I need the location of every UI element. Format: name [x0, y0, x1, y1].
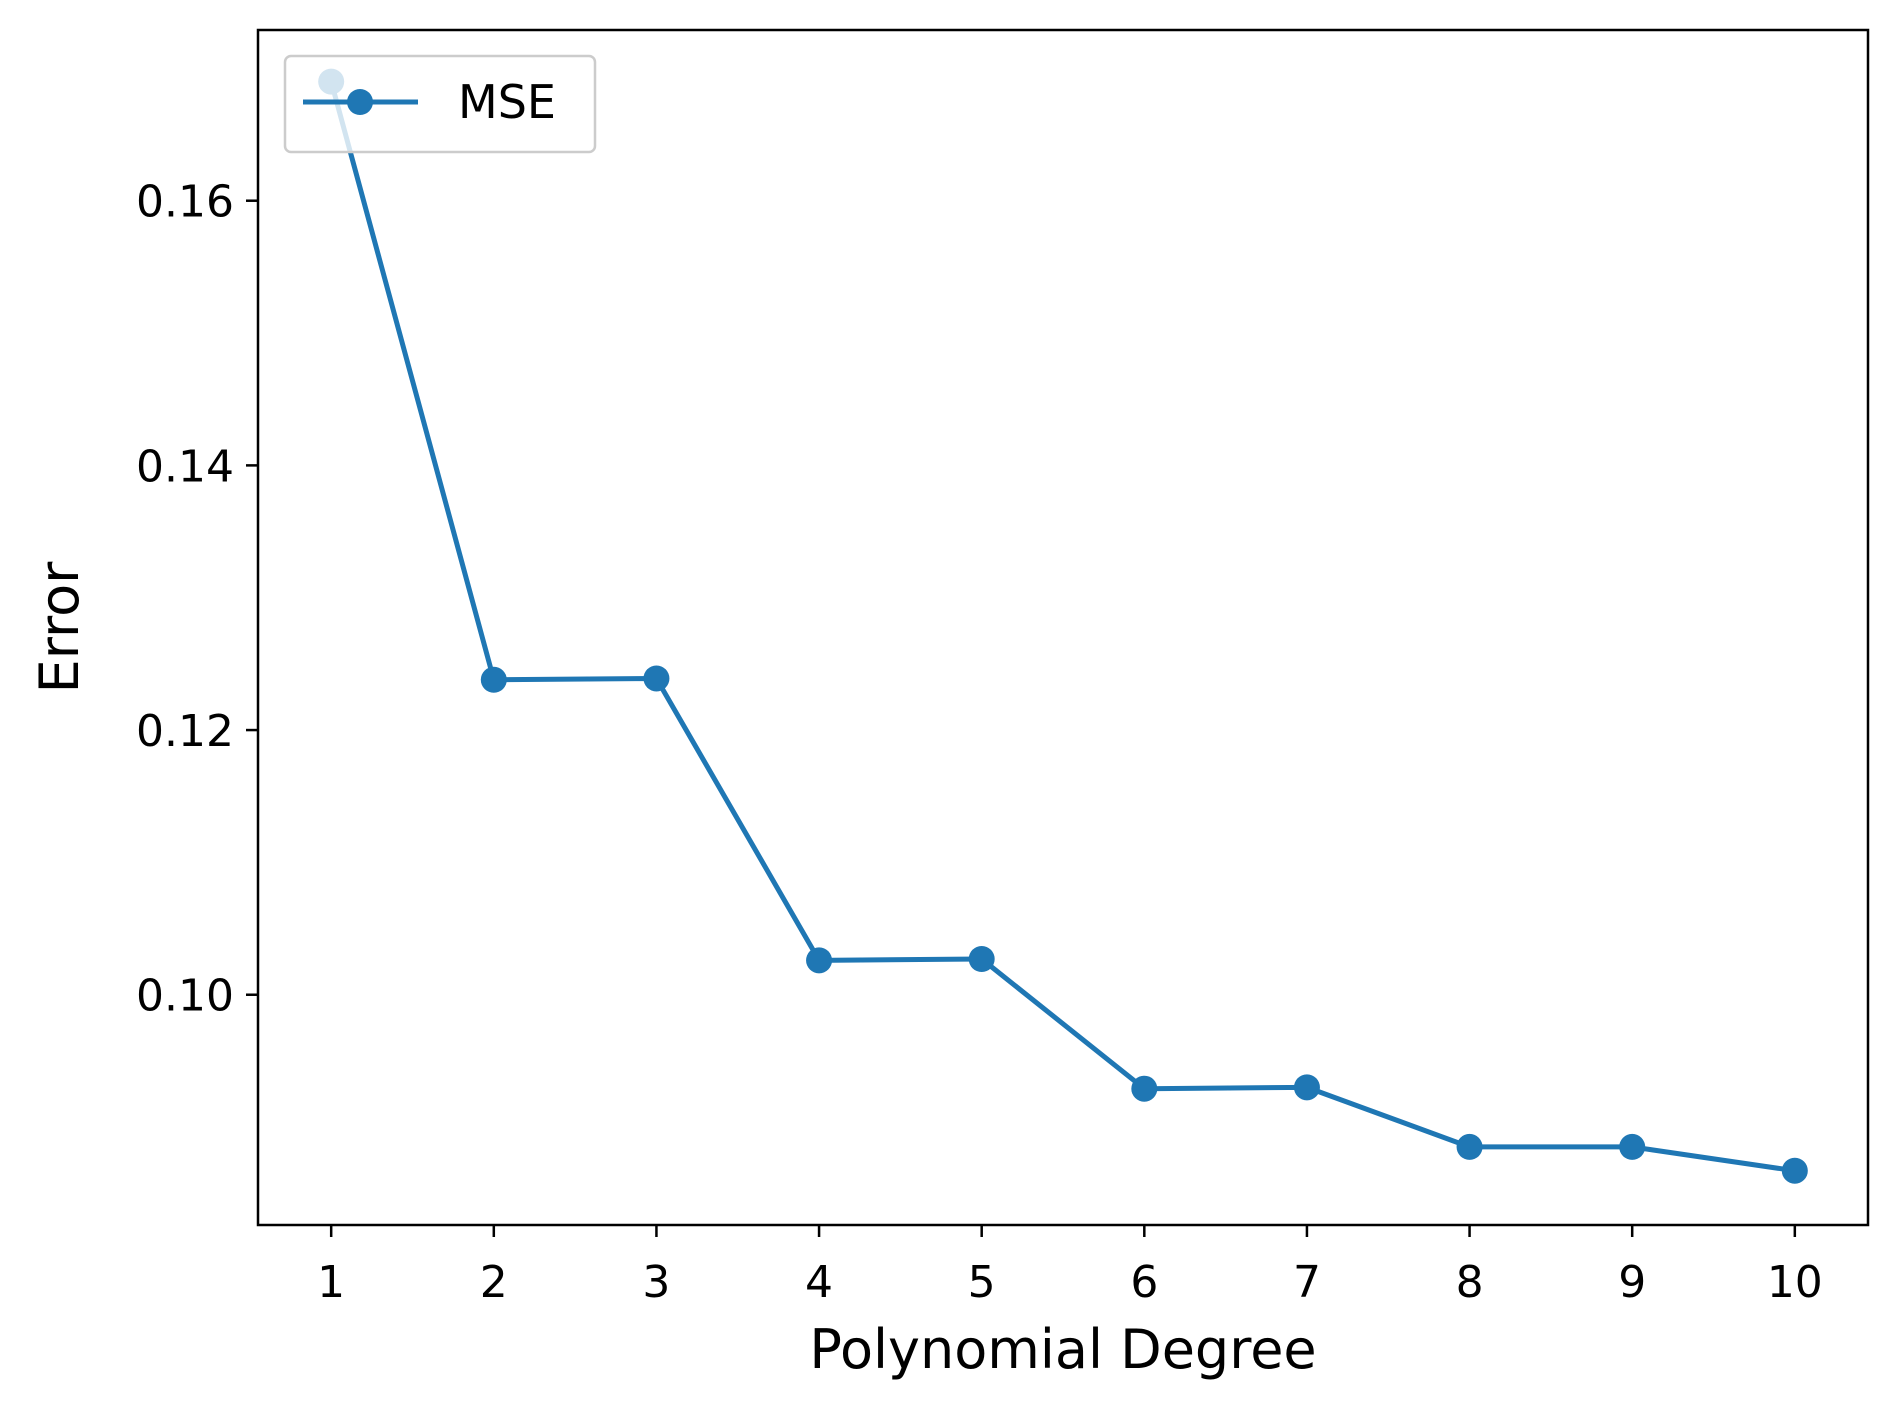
y-tick-label: 0.12	[136, 706, 234, 757]
x-tick-label: 5	[968, 1257, 996, 1308]
legend-marker-swatch	[347, 89, 373, 115]
y-axis-title: Error	[28, 561, 91, 693]
legend: MSE	[283, 54, 597, 154]
data-point	[480, 666, 507, 693]
data-point	[1619, 1133, 1646, 1160]
y-tick-label: 0.14	[136, 441, 234, 492]
legend-box	[283, 54, 597, 154]
x-tick-label: 10	[1767, 1257, 1823, 1308]
x-axis-ticks: 1 2 3 4 5 6 7 8 9 10	[317, 1225, 1823, 1308]
y-axis-ticks: 0.10 0.12 0.14 0.16	[136, 177, 258, 1022]
data-point	[1131, 1075, 1158, 1102]
data-point	[1456, 1133, 1483, 1160]
series-layer	[318, 68, 1808, 1184]
x-tick-label: 6	[1130, 1257, 1158, 1308]
data-point	[806, 947, 833, 974]
x-tick-label: 9	[1618, 1257, 1646, 1308]
x-tick-label: 1	[317, 1257, 345, 1308]
series-line-mse	[328, 80, 1796, 1174]
x-tick-label: 2	[480, 1257, 508, 1308]
x-axis-title: Polynomial Degree	[809, 1318, 1316, 1381]
x-tick-label: 7	[1293, 1257, 1321, 1308]
data-point	[643, 665, 670, 692]
legend-label-mse: MSE	[458, 75, 556, 129]
x-tick-label: 8	[1456, 1257, 1484, 1308]
x-tick-label: 4	[805, 1257, 833, 1308]
y-tick-label: 0.10	[136, 971, 234, 1022]
data-point	[1293, 1074, 1320, 1101]
y-tick-label: 0.16	[136, 177, 234, 228]
data-point	[968, 946, 995, 973]
axes-frame	[256, 28, 1870, 1227]
data-point	[1781, 1157, 1808, 1184]
x-tick-label: 3	[642, 1257, 670, 1308]
